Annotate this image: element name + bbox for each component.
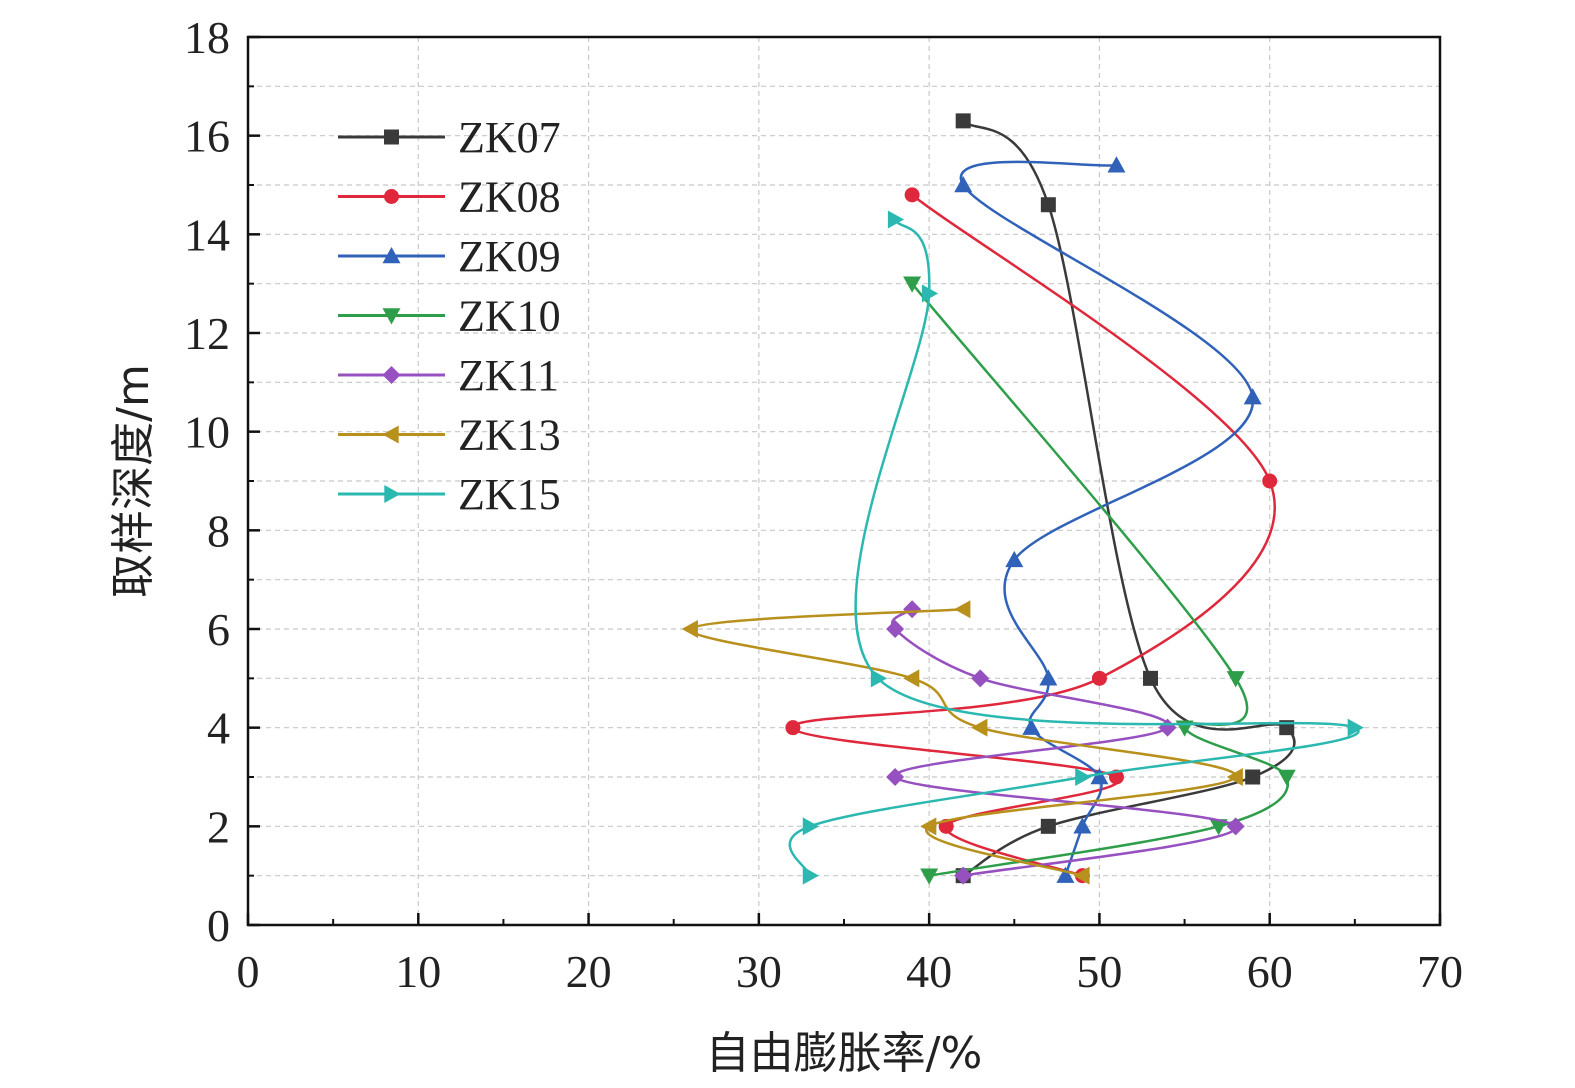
- legend-label-zk08: ZK08: [458, 173, 561, 222]
- x-tick-label: 60: [1247, 946, 1293, 997]
- data-point-zk08: [1091, 670, 1107, 686]
- data-point-zk15: [802, 866, 819, 885]
- y-tick-label: 12: [184, 308, 230, 359]
- data-point-zk15: [1347, 718, 1364, 737]
- data-point-zk15: [802, 817, 819, 836]
- legend-marker-zk15: [384, 485, 401, 503]
- x-tick-label: 30: [736, 946, 782, 997]
- data-point-zk10: [1226, 671, 1245, 688]
- axis-ticks: 0 10 20 30 40 50 60 70 0 2 4 6 8 10 12 14 16 18: [184, 12, 1463, 997]
- data-point-zk10: [1277, 769, 1296, 786]
- data-point-zk11: [903, 600, 922, 619]
- data-point-zk09: [1022, 718, 1041, 735]
- data-point-zk15: [870, 669, 888, 688]
- legend-marker-zk11: [382, 366, 401, 384]
- y-tick-label: 6: [207, 604, 230, 655]
- data-point-zk09: [1056, 866, 1075, 883]
- series-zk15: [788, 210, 1364, 885]
- series-layer: [681, 113, 1364, 885]
- data-point-zk11: [886, 768, 905, 786]
- y-tick-label: 10: [184, 407, 230, 458]
- data-point-zk15: [887, 210, 905, 229]
- data-point-zk13: [681, 620, 698, 638]
- data-point-zk13: [971, 718, 988, 737]
- data-point-zk13: [903, 669, 920, 688]
- legend-label-zk07: ZK07: [458, 113, 561, 162]
- data-point-zk07: [955, 113, 971, 129]
- series-zk09: [954, 156, 1262, 883]
- x-tick-label: 0: [237, 946, 260, 997]
- data-point-zk13: [1226, 768, 1243, 786]
- data-point-zk13: [1073, 866, 1090, 885]
- grid: [248, 37, 1440, 925]
- x-tick-label: 40: [906, 946, 952, 997]
- data-point-zk09: [1243, 388, 1262, 405]
- legend-marker-zk08: [384, 189, 399, 204]
- legend-marker-zk09: [382, 247, 401, 264]
- data-point-zk08: [1262, 473, 1278, 489]
- legend-marker-zk10: [382, 308, 401, 325]
- data-point-zk13: [920, 817, 937, 836]
- data-point-zk09: [1073, 817, 1092, 834]
- data-point-zk11: [954, 866, 973, 885]
- series-line-zk15: [788, 218, 1360, 877]
- data-point-zk08: [904, 187, 920, 203]
- data-point-zk10: [1209, 819, 1228, 836]
- legend-label-zk09: ZK09: [458, 232, 561, 281]
- x-tick-label: 50: [1076, 946, 1122, 997]
- data-point-zk09: [1107, 156, 1126, 173]
- y-tick-label: 16: [184, 111, 230, 162]
- data-point-zk09: [954, 176, 973, 193]
- y-tick-label: 2: [207, 801, 230, 852]
- legend-label-zk11: ZK11: [458, 351, 559, 400]
- x-tick-label: 70: [1417, 946, 1463, 997]
- x-tick-label: 20: [566, 946, 612, 997]
- data-point-zk09: [1039, 669, 1058, 686]
- data-point-zk10: [903, 276, 922, 293]
- y-tick-label: 18: [184, 12, 230, 63]
- series-line-zk10: [911, 282, 1290, 877]
- x-tick-label: 10: [395, 946, 441, 997]
- data-point-zk07: [1040, 818, 1056, 834]
- series-zk13: [681, 600, 1243, 885]
- data-point-zk09: [1090, 768, 1109, 785]
- y-tick-label: 4: [207, 703, 230, 754]
- data-point-zk08: [785, 720, 801, 736]
- data-point-zk15: [1075, 768, 1092, 786]
- data-point-zk15: [921, 284, 939, 303]
- y-axis-title: 取样深度/m: [108, 364, 159, 598]
- legend-marker-zk13: [382, 425, 399, 444]
- series-zk11: [886, 600, 1245, 885]
- data-point-zk07: [1143, 670, 1159, 686]
- data-point-zk09: [1005, 550, 1024, 568]
- data-point-zk11: [971, 669, 990, 688]
- x-axis-title: 自由膨胀率/%: [706, 1028, 983, 1079]
- data-point-zk11: [886, 620, 905, 638]
- data-point-zk10: [920, 868, 939, 885]
- data-point-zk07: [1245, 769, 1261, 785]
- y-tick-label: 0: [207, 900, 230, 951]
- legend-marker-zk07: [384, 129, 399, 145]
- y-tick-label: 14: [184, 209, 230, 260]
- data-point-zk07: [1040, 197, 1056, 213]
- series-line-zk11: [891, 608, 1237, 877]
- legend-label-zk15: ZK15: [458, 470, 561, 519]
- legend-label-zk10: ZK10: [458, 292, 561, 341]
- data-point-zk11: [1226, 817, 1245, 836]
- legend-label-zk13: ZK13: [458, 411, 561, 460]
- data-point-zk13: [954, 600, 971, 619]
- y-tick-label: 8: [207, 505, 230, 556]
- legend: ZK07 ZK08 ZK09 ZK10 ZK11 ZK13 ZK15: [338, 113, 561, 519]
